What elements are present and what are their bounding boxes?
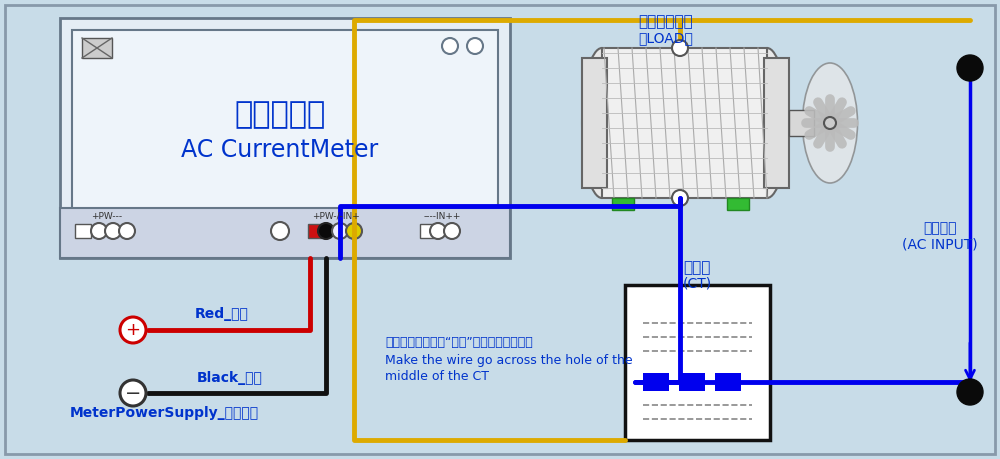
Text: ----IN++: ----IN++: [423, 212, 461, 220]
Text: 交流输入: 交流输入: [923, 221, 957, 235]
Circle shape: [105, 223, 121, 239]
Text: MeterPowerSupply_表头供电: MeterPowerSupply_表头供电: [70, 406, 259, 420]
Text: Black_黑线: Black_黑线: [197, 371, 263, 385]
Text: middle of the CT: middle of the CT: [385, 369, 489, 382]
Circle shape: [672, 190, 688, 206]
Bar: [60, 208, 510, 258]
Text: +PW---: +PW---: [91, 212, 123, 220]
Bar: [625, 285, 770, 440]
Text: (AC INPUT): (AC INPUT): [902, 237, 978, 251]
Bar: [612, 198, 634, 210]
Circle shape: [957, 55, 983, 81]
Bar: [643, 373, 669, 391]
Circle shape: [346, 223, 362, 239]
Text: AC CurrentMeter: AC CurrentMeter: [181, 138, 379, 162]
Bar: [789, 110, 814, 136]
Bar: [727, 198, 749, 210]
Text: （LOAD）: （LOAD）: [638, 31, 693, 45]
Bar: [420, 224, 434, 238]
Bar: [60, 18, 510, 258]
Circle shape: [120, 317, 146, 343]
Circle shape: [91, 223, 107, 239]
Circle shape: [672, 40, 688, 56]
Bar: [582, 58, 607, 188]
Text: 互感器: 互感器: [683, 261, 711, 275]
Circle shape: [442, 38, 458, 54]
Bar: [679, 373, 705, 391]
Text: 将测试回路的导线“一次”穿过互感器中心孔: 将测试回路的导线“一次”穿过互感器中心孔: [385, 336, 533, 348]
Circle shape: [444, 223, 460, 239]
Bar: [602, 48, 767, 198]
Text: 交流电流表: 交流电流表: [234, 101, 326, 129]
Text: 用电器、负载: 用电器、负载: [638, 15, 693, 29]
Bar: [75, 224, 91, 238]
Circle shape: [318, 223, 334, 239]
Bar: [764, 58, 789, 188]
Text: Red_红线: Red_红线: [195, 307, 249, 321]
Ellipse shape: [747, 48, 787, 198]
Circle shape: [271, 222, 289, 240]
Circle shape: [467, 38, 483, 54]
Text: +: +: [126, 321, 141, 339]
Ellipse shape: [802, 63, 858, 183]
Text: +PW-/-IN+: +PW-/-IN+: [312, 212, 360, 220]
Bar: [308, 224, 322, 238]
Bar: [715, 373, 741, 391]
Circle shape: [120, 380, 146, 406]
Text: (CT): (CT): [682, 276, 712, 290]
Text: −: −: [125, 384, 141, 403]
Bar: [82, 38, 112, 58]
Circle shape: [957, 379, 983, 405]
Circle shape: [824, 117, 836, 129]
Bar: [72, 30, 498, 212]
Circle shape: [332, 223, 348, 239]
Ellipse shape: [582, 48, 622, 198]
Circle shape: [430, 223, 446, 239]
Text: Make the wire go across the hole of the: Make the wire go across the hole of the: [385, 353, 633, 366]
Text: CT: CT: [166, 105, 314, 206]
Circle shape: [119, 223, 135, 239]
